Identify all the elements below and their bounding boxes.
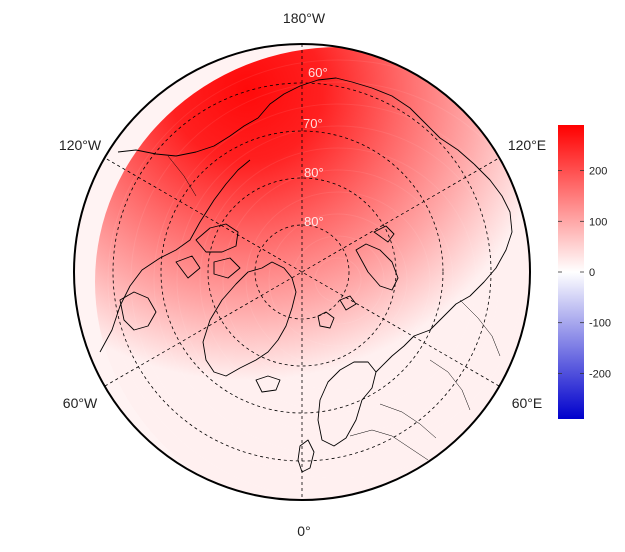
field-ring <box>291 235 385 325</box>
lon-label-bottom: 0° <box>297 523 310 539</box>
field-ring <box>153 103 523 457</box>
field-ring <box>199 147 477 413</box>
data-field <box>74 44 530 500</box>
svalbard-coast <box>317 295 357 329</box>
colorbar-tick-label: 200 <box>589 166 607 178</box>
alaska-coast <box>117 117 259 157</box>
lat-label-60: 60° <box>308 65 328 80</box>
lon-label-top: 180°W <box>283 10 326 26</box>
lat-circle-70 <box>207 177 397 367</box>
colorbar-gradient <box>558 125 584 419</box>
siberia-coast <box>371 87 475 165</box>
field-max-region <box>95 47 530 500</box>
uk-coast <box>297 439 315 473</box>
canada-archipelago-coast <box>175 223 241 279</box>
field-ring <box>268 213 408 347</box>
border-2 <box>379 403 437 439</box>
field-ring <box>176 125 500 435</box>
border-1 <box>349 429 429 461</box>
lon-label-lower-right: 60°E <box>512 395 543 411</box>
chukotka-coast <box>257 77 373 119</box>
colorbar-ticks: 200 100 0 -100 -200 <box>558 166 611 380</box>
field-ring <box>107 59 530 500</box>
border-3 <box>429 359 471 411</box>
lon-label-upper-right: 120°E <box>508 137 546 153</box>
longitude-labels: 180°W 120°W 120°E 60°W 60°E 0° <box>59 10 546 539</box>
border-4 <box>459 299 501 357</box>
meridian-60e-120w <box>104 157 500 387</box>
hudson-bay-coast <box>119 291 157 331</box>
meridian-60w-120e <box>104 157 500 387</box>
lon-label-lower-left: 60°W <box>63 395 98 411</box>
severnaya-zemlya-coast <box>373 225 395 243</box>
graticule <box>104 44 500 500</box>
coastlines <box>99 77 513 473</box>
map-border <box>73 43 531 501</box>
colorbar-tick-label: -200 <box>589 368 611 380</box>
colorbar-tick-label: 100 <box>589 216 607 228</box>
lat-label-80a: 80° <box>304 165 324 180</box>
colorbar-tick-label: 0 <box>589 267 595 279</box>
field-ring <box>222 169 454 391</box>
latitude-labels: 60° 70° 80° 80° <box>303 65 328 229</box>
novaya-zemlya-coast <box>355 243 399 291</box>
colorbar: 200 100 0 -100 -200 <box>558 125 611 419</box>
lat-circle-80 <box>254 224 350 320</box>
field-contour-rings <box>107 59 530 500</box>
field-ring <box>245 191 431 369</box>
field-ring <box>130 81 530 479</box>
lat-circle-60 <box>160 130 444 414</box>
eurasia-coast <box>375 163 513 373</box>
greenland-coast <box>202 261 297 377</box>
scandinavia-coast <box>317 361 377 447</box>
north-america-coast <box>99 159 251 353</box>
lon-label-upper-left: 120°W <box>59 137 102 153</box>
lat-label-80b: 80° <box>304 214 324 229</box>
iceland-coast <box>255 375 281 393</box>
colorbar-tick-label: -100 <box>589 318 611 330</box>
border-5 <box>167 155 197 197</box>
lat-label-70: 70° <box>303 116 323 131</box>
